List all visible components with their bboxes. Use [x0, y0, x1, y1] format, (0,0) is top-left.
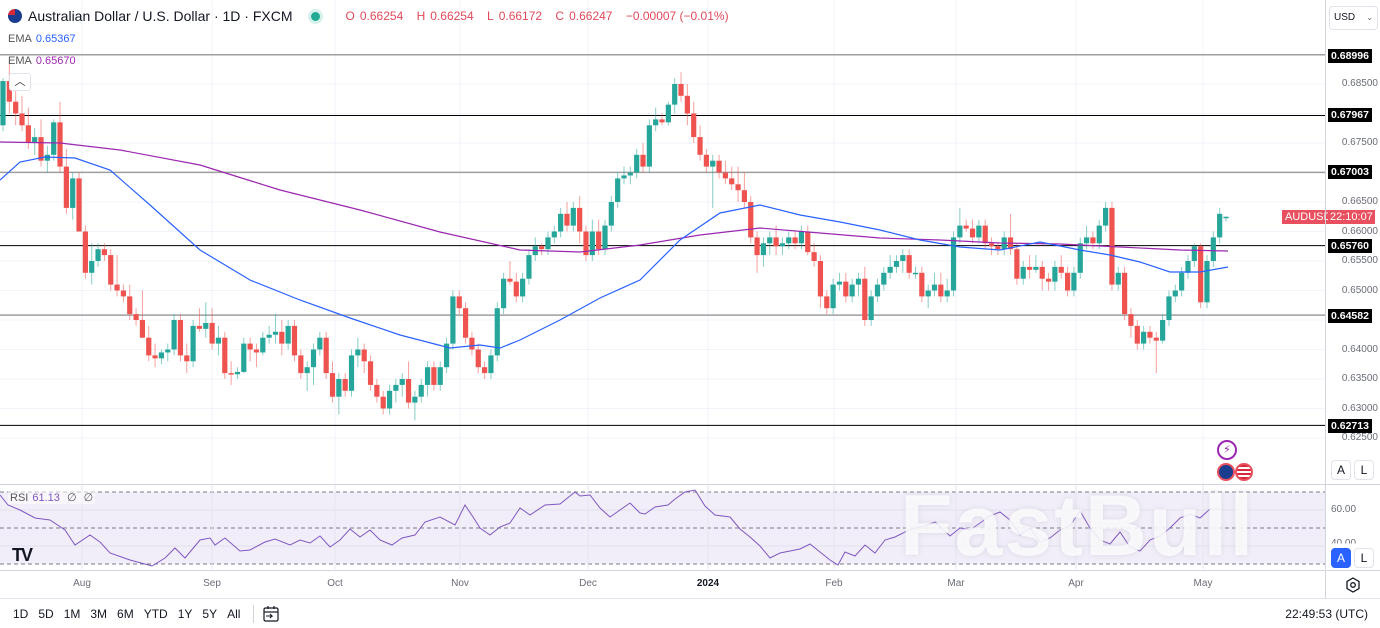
collapse-legend-button[interactable]: ︿ [9, 73, 31, 91]
rsi-tick: 60.00 [1331, 504, 1357, 515]
ema-fast-legend[interactable]: EMA 0.65367 [8, 33, 76, 45]
price-tick: 0.66500 [1341, 196, 1378, 207]
time-label: May [1193, 578, 1213, 589]
rsi-auto-scale-button[interactable]: A [1331, 548, 1351, 568]
price-tick: 0.64000 [1341, 344, 1378, 355]
tradingview-logo[interactable]: TV [12, 545, 33, 565]
level-tag: 0.64582 [1328, 309, 1372, 323]
range-6m-button[interactable]: 6M [117, 606, 134, 621]
ohlc-values: O 0.66254 H 0.66254 L 0.66172 C 0.66247 −0.0… [346, 9, 734, 23]
price-tick: 0.63000 [1341, 403, 1378, 414]
ema-fast-label: EMA [8, 33, 32, 45]
utc-clock[interactable]: 22:49:53 (UTC) [1285, 606, 1368, 621]
currency-dropdown[interactable]: USD ⌄ [1329, 6, 1378, 30]
symbol-price-tag: AUDUSD [1282, 210, 1335, 224]
price-tick: 0.68500 [1341, 78, 1378, 89]
price-tick: 0.67500 [1341, 137, 1378, 148]
ema-slow-label: EMA [8, 55, 32, 67]
range-5d-button[interactable]: 5D [38, 606, 54, 621]
price-tick: 0.66000 [1341, 226, 1378, 237]
range-ytd-button[interactable]: YTD [143, 606, 168, 621]
chart-legend: Australian Dollar / U.S. Dollar · 1D · F… [8, 8, 734, 24]
range-all-button[interactable]: All [227, 606, 241, 621]
bar-countdown: 22:10:07 [1328, 210, 1375, 224]
range-5y-button[interactable]: 5Y [202, 606, 218, 621]
rsi-legend[interactable]: RSI 61.13 ∅ ∅ [8, 491, 96, 504]
chart-settings-button[interactable] [1325, 570, 1380, 598]
level-tag: 0.68996 [1328, 49, 1372, 63]
rsi-extra-2: ∅ [83, 492, 94, 504]
price-tick: 0.65000 [1341, 285, 1378, 296]
settings-gear-icon [1346, 576, 1360, 593]
price-tick: 0.63500 [1341, 373, 1378, 384]
time-label: Apr [1068, 578, 1084, 589]
time-label: 2024 [696, 578, 720, 589]
chevron-down-icon: ⌄ [1366, 13, 1373, 22]
close-label: C [555, 9, 565, 23]
auto-scale-button[interactable]: A [1331, 460, 1351, 480]
level-tag: 0.65760 [1328, 239, 1372, 253]
log-scale-button[interactable]: L [1354, 460, 1374, 480]
time-label: Nov [451, 578, 469, 589]
go-to-date-calendar-icon[interactable] [262, 605, 280, 623]
candles [0, 60, 1229, 421]
rsi-pane[interactable]: RSI 61.13 ∅ ∅ [0, 485, 1325, 569]
low-value: 0.66172 [498, 9, 543, 23]
bottom-toolbar: 1D 5D 1M 3M 6M YTD 1Y 5Y All 22:49:53 (U… [0, 598, 1380, 628]
open-label: O [345, 9, 355, 23]
ema-fast-value: 0.65367 [35, 33, 76, 45]
rsi-tick: 40.00 [1331, 538, 1357, 549]
range-1d-button[interactable]: 1D [13, 606, 29, 621]
toolbar-divider [253, 604, 255, 623]
level-tag: 0.67967 [1328, 108, 1372, 122]
time-label: Mar [947, 578, 965, 589]
symbol-title[interactable]: Australian Dollar / U.S. Dollar · 1D · F… [28, 8, 293, 24]
time-label: Aug [73, 578, 91, 589]
currency-value: USD [1334, 12, 1356, 23]
aud-event-flag-icon[interactable] [1217, 463, 1235, 481]
range-1y-button[interactable]: 1Y [177, 606, 193, 621]
price-axis[interactable]: USD ⌄ 0.68500 0.67500 0.66500 0.66000 0.6… [1325, 0, 1380, 484]
level-tag: 0.67003 [1328, 165, 1372, 179]
rsi-log-scale-button[interactable]: L [1354, 548, 1374, 568]
rsi-axis[interactable]: 60.00 40.00 A L [1325, 485, 1380, 569]
price-pane[interactable]: Australian Dollar / U.S. Dollar · 1D · F… [0, 0, 1335, 484]
change-value: −0.00007 (−0.01%) [625, 9, 729, 23]
low-label: L [487, 9, 494, 23]
high-label: H [416, 9, 426, 23]
open-value: 0.66254 [359, 9, 404, 23]
ema-slow-legend[interactable]: EMA 0.65670 [8, 55, 76, 67]
lightning-event-icon[interactable]: ⚡ [1217, 440, 1237, 460]
ema-slow-value: 0.65670 [35, 55, 76, 67]
close-value: 0.66247 [569, 9, 613, 23]
high-value: 0.66254 [430, 9, 474, 23]
time-label: Sep [203, 578, 221, 589]
aud-flag-icon [8, 9, 22, 23]
time-label: Feb [825, 578, 843, 589]
market-open-icon [310, 11, 320, 21]
price-tick: 0.62500 [1341, 432, 1378, 443]
range-3m-button[interactable]: 3M [90, 606, 108, 621]
level-tag: 0.62713 [1328, 419, 1372, 433]
rsi-chart[interactable] [0, 485, 1325, 569]
pane-separator[interactable] [0, 484, 1380, 485]
range-1m-button[interactable]: 1M [63, 606, 81, 621]
rsi-extra-1: ∅ [66, 492, 77, 504]
candlestick-chart[interactable] [0, 0, 1325, 484]
time-label: Dec [579, 578, 597, 589]
rsi-value: 61.13 [32, 492, 60, 504]
time-axis[interactable]: Aug Sep Oct Nov Dec 2024 Feb Mar Apr May [0, 570, 1325, 598]
time-label: Oct [327, 578, 343, 589]
rsi-label: RSI [10, 492, 29, 504]
price-tick: 0.65500 [1341, 255, 1378, 266]
usd-event-flag-icon[interactable] [1235, 463, 1253, 481]
